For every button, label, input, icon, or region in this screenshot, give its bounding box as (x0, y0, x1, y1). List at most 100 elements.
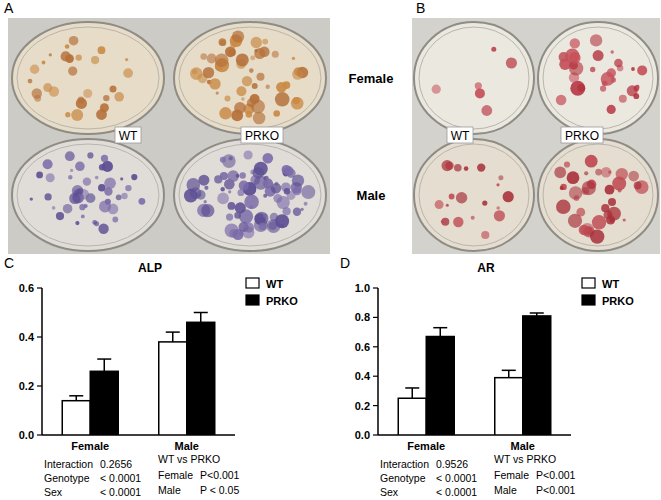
colony (207, 54, 217, 64)
dish-rim (17, 144, 159, 246)
y-axis (377, 288, 379, 435)
colony (83, 89, 92, 98)
colony (108, 204, 119, 215)
colony (284, 188, 290, 194)
comparison-value: P<0.001 (536, 469, 576, 481)
colony (83, 177, 91, 185)
panel-label: A (4, 0, 14, 16)
comparison-value: P<0.001 (536, 484, 576, 496)
colony (125, 58, 128, 61)
colony (481, 105, 492, 116)
colony (65, 112, 70, 117)
dish-rim (543, 144, 653, 246)
error-bar (97, 359, 111, 371)
legend-swatch (582, 295, 595, 305)
bar (159, 342, 187, 435)
error-bar (502, 370, 516, 377)
colony (77, 188, 83, 194)
colony (607, 105, 616, 114)
colony (221, 187, 225, 191)
error-cap (530, 312, 544, 314)
colony (236, 53, 249, 66)
colony (198, 175, 209, 186)
error-bar (530, 313, 544, 316)
legend-swatch (246, 278, 259, 288)
bar-chart: ALP0.00.20.40.6FemaleMaleWTPRKOInteracti… (19, 261, 299, 498)
error-cap (69, 395, 83, 397)
error-bar (194, 313, 208, 323)
dish-rim (419, 144, 529, 246)
colony (219, 38, 227, 46)
colony (225, 224, 239, 238)
dish-rim (17, 27, 159, 129)
legend-label: PRKO (266, 295, 298, 307)
error-line (104, 359, 106, 371)
colony (608, 198, 616, 206)
colony (69, 36, 79, 46)
error-cap (166, 331, 180, 333)
colony (471, 216, 475, 220)
chart-title: ALP (138, 261, 162, 275)
panel-label: B (416, 0, 425, 16)
colony (498, 175, 503, 180)
legend-label: PRKO (602, 295, 634, 307)
photo-panel: WTPRKO (412, 18, 660, 254)
colony (282, 165, 291, 174)
colony (114, 92, 124, 102)
legend-swatch (582, 278, 595, 288)
colony (435, 200, 444, 209)
colony (569, 186, 583, 200)
colony (98, 46, 106, 54)
bars (62, 313, 215, 436)
colony (75, 221, 79, 225)
y-tick-label: 0.6 (355, 341, 370, 353)
colony (65, 44, 70, 49)
colony (254, 48, 265, 59)
panel-label: C (4, 255, 14, 271)
y-tick-label: 0.2 (19, 380, 34, 392)
colony (81, 215, 85, 219)
comparison-label: Male (158, 484, 181, 496)
error-cap (97, 358, 111, 360)
colony (236, 86, 246, 96)
colony (78, 97, 85, 104)
colony (200, 53, 207, 60)
figure: WTPRKOWTPRKOFemaleMaleABCDALP0.00.20.40.… (0, 0, 661, 500)
colony (49, 53, 52, 56)
colony (564, 161, 570, 167)
colony (619, 95, 627, 103)
colony (219, 107, 231, 119)
colony (569, 52, 581, 64)
photo-panel: WTPRKO (8, 18, 330, 254)
photo-background (412, 18, 660, 254)
colony (203, 67, 214, 78)
colony (637, 65, 647, 75)
colony (110, 85, 117, 92)
dish (174, 139, 326, 251)
colony (570, 81, 585, 96)
colony (242, 76, 252, 86)
colony (614, 59, 623, 68)
error-line (200, 313, 202, 323)
comparison-label: Female (494, 469, 529, 481)
colony (441, 218, 449, 226)
colony (239, 231, 243, 235)
dish-rim (179, 27, 321, 129)
column-label: PRKO (245, 129, 279, 143)
colony (34, 95, 41, 102)
category-label: Female (71, 440, 109, 452)
colony (228, 190, 231, 193)
stat-label: Genotype (380, 472, 426, 484)
colony (496, 183, 499, 186)
dish-rim (179, 144, 321, 246)
bar (398, 398, 426, 435)
colony (272, 51, 279, 58)
colony (244, 223, 254, 233)
colony (252, 83, 258, 89)
colony (506, 57, 517, 68)
colony (579, 225, 589, 235)
colony (70, 169, 73, 172)
colony (241, 97, 245, 101)
colony (68, 67, 77, 76)
error-bar (405, 388, 419, 398)
